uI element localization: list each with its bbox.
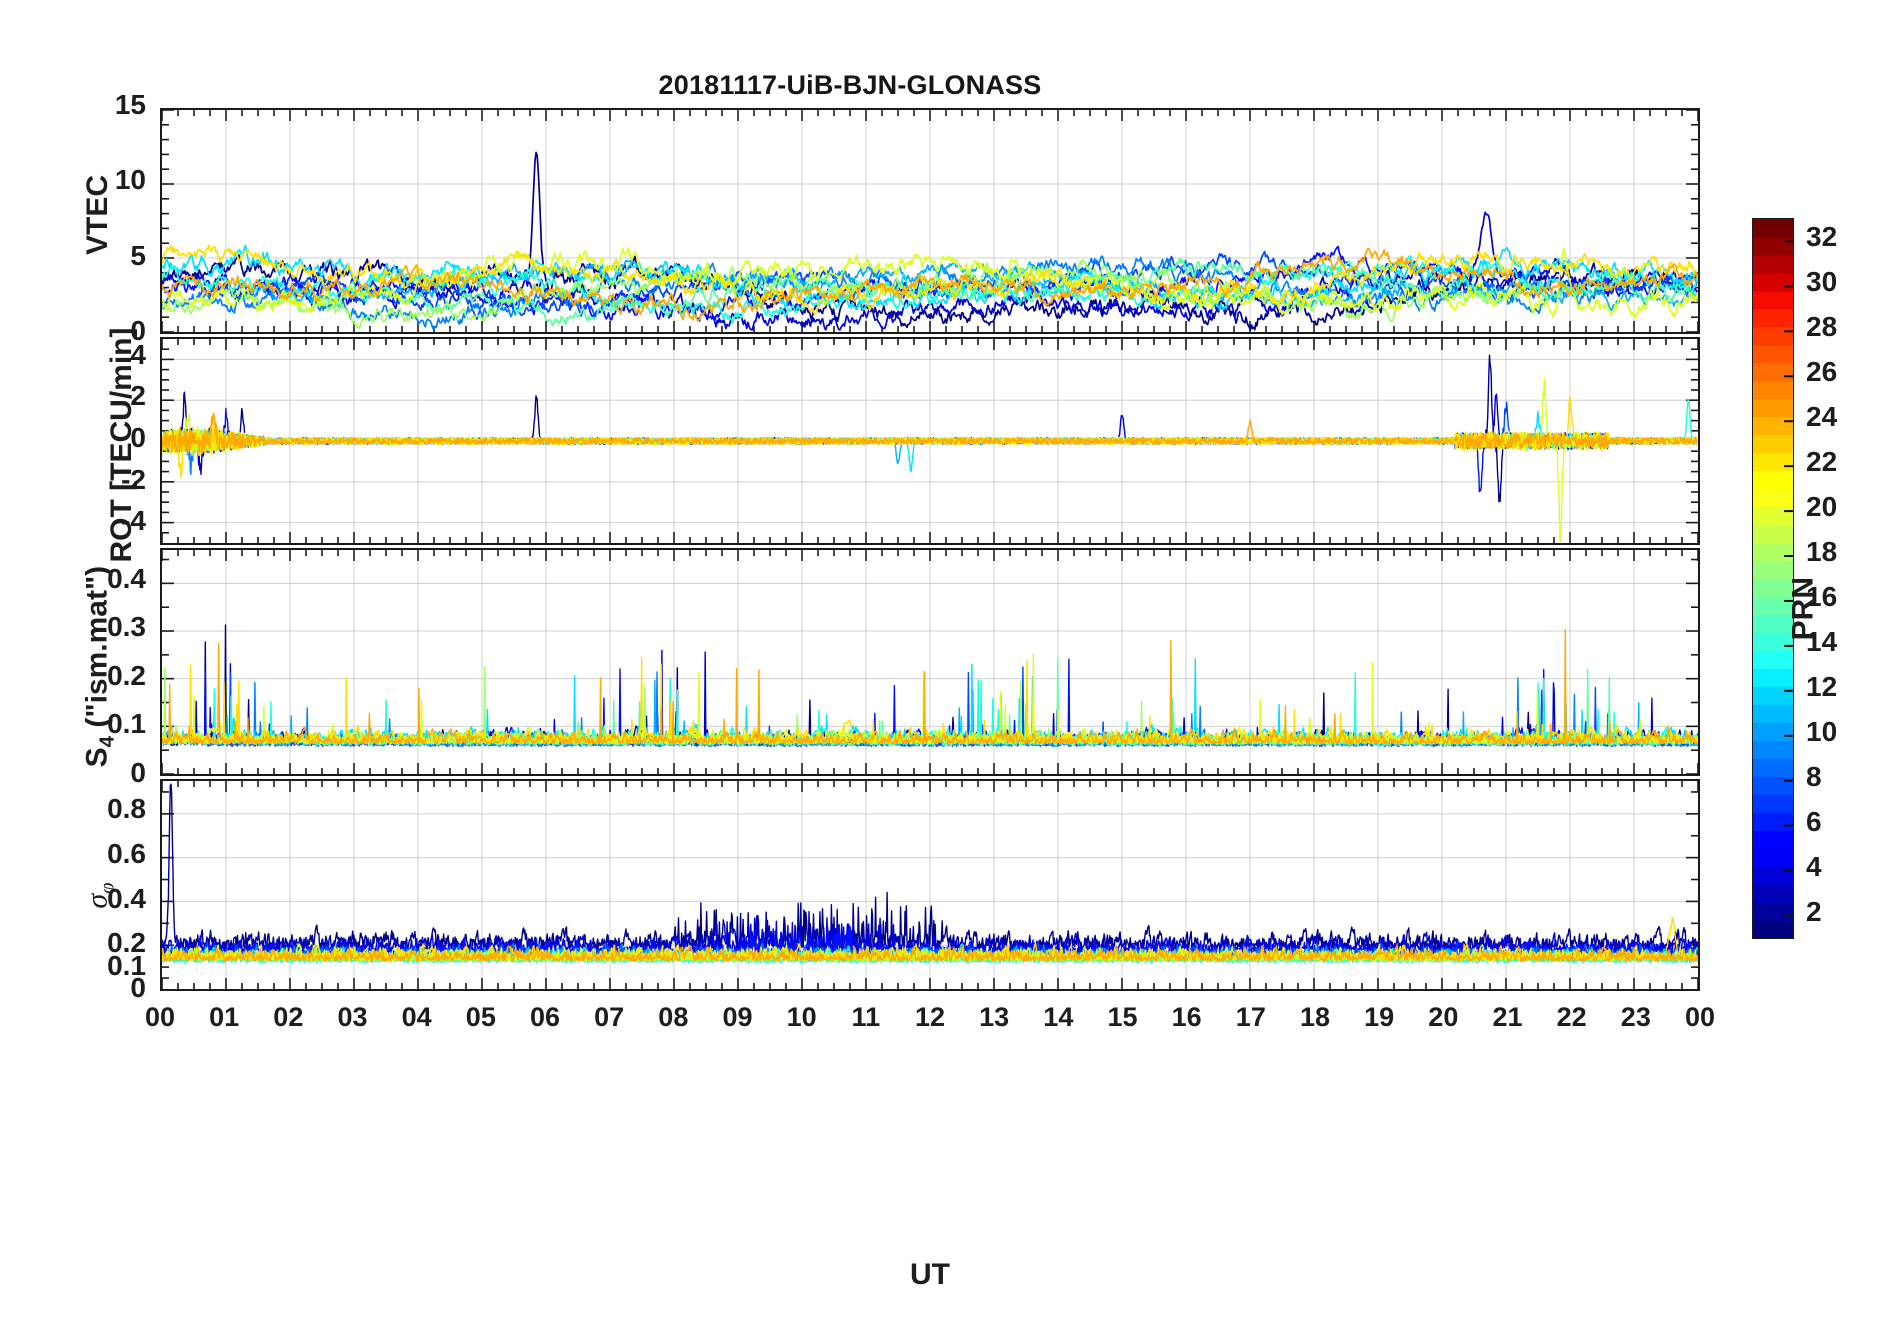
panel-rot [160, 337, 1700, 545]
panel-sigma-phi [160, 779, 1700, 991]
colorbar-tick-label: 26 [1806, 356, 1838, 388]
y-tick-label: -4 [121, 505, 146, 537]
x-tick-label: 04 [401, 1002, 432, 1032]
x-tick-label: 00 [144, 1002, 176, 1032]
x-tick-label: 00 [1684, 1002, 1716, 1032]
colorbar-tick-label: 22 [1806, 446, 1838, 478]
y-tick-label: 0.3 [107, 611, 146, 643]
y-tick-label: -2 [121, 463, 146, 495]
x-tick-label: 10 [786, 1002, 817, 1032]
y-tick-label: 0 [130, 315, 146, 346]
x-tick-label: 07 [594, 1002, 625, 1032]
x-tick-label: 08 [658, 1002, 689, 1032]
x-tick-label: 09 [722, 1002, 753, 1032]
panel-s4 [160, 548, 1700, 776]
y-tick-label: 0 [130, 422, 146, 453]
colorbar-prn [1752, 218, 1794, 939]
x-tick-label: 22 [1556, 1002, 1587, 1032]
colorbar-tick-label: 24 [1806, 401, 1838, 433]
x-tick-label: 23 [1620, 1002, 1651, 1032]
x-tick-label: 15 [1107, 1002, 1138, 1032]
x-tick-label: 21 [1492, 1002, 1523, 1032]
y-tick-label: 5 [130, 239, 146, 271]
colorbar-tick-label: 6 [1806, 805, 1822, 837]
x-tick-label: 14 [1043, 1002, 1074, 1032]
x-tick-label: 13 [979, 1002, 1010, 1032]
colorbar-tick-label: 2 [1806, 895, 1822, 927]
y-tick-label: 0.4 [107, 562, 146, 594]
x-tick-label: 17 [1235, 1002, 1266, 1032]
x-tick-label: 02 [273, 1002, 304, 1032]
x-tick-label: 05 [465, 1002, 496, 1032]
y-tick-label: 0.6 [107, 838, 146, 870]
y-tick-label: 0.8 [107, 793, 146, 825]
x-tick-label: 06 [529, 1002, 561, 1032]
colorbar-tick-label: 18 [1806, 536, 1838, 568]
y-tick-label: 2 [130, 380, 146, 412]
panel-vtec [160, 108, 1700, 334]
x-tick-label: 18 [1299, 1002, 1331, 1032]
colorbar-tick-label: 28 [1806, 311, 1838, 343]
y-tick-label: 0 [130, 972, 146, 1003]
y-tick-label: 0.1 [107, 708, 146, 740]
figure-title: 20181117-UiB-BJN-GLONASS [658, 70, 1042, 100]
x-tick-label: 01 [209, 1002, 240, 1032]
x-tick-label: 03 [337, 1002, 368, 1032]
y-tick-label: 4 [130, 338, 146, 370]
y-tick-label: 0.4 [107, 882, 146, 914]
colorbar-tick-label: 20 [1806, 491, 1838, 523]
colorbar-tick-label: 30 [1806, 266, 1838, 298]
x-tick-label: 11 [851, 1002, 881, 1032]
x-tick-label: 12 [914, 1002, 946, 1032]
y-tick-label: 15 [114, 89, 146, 120]
y-tick-label: 10 [114, 164, 146, 196]
colorbar-tick-label: 12 [1806, 670, 1838, 702]
colorbar-tick-label: 16 [1806, 580, 1838, 612]
colorbar-tick-label: 10 [1806, 715, 1838, 747]
y-tick-label: 0.1 [107, 949, 146, 981]
colorbar-tick-label: 32 [1806, 221, 1838, 253]
y-tick-label: 0 [130, 757, 146, 788]
axis-label-ut: UT [910, 1258, 950, 1291]
y-tick-label: 0.2 [107, 659, 146, 691]
colorbar-tick-label: 4 [1806, 850, 1822, 882]
x-tick-label: 20 [1428, 1002, 1459, 1032]
colorbar-tick-label: 14 [1806, 625, 1838, 657]
x-tick-label: 19 [1364, 1002, 1395, 1032]
y-tick-label: 0.2 [107, 927, 146, 959]
colorbar-tick-label: 8 [1806, 760, 1822, 792]
x-tick-label: 16 [1171, 1002, 1202, 1032]
